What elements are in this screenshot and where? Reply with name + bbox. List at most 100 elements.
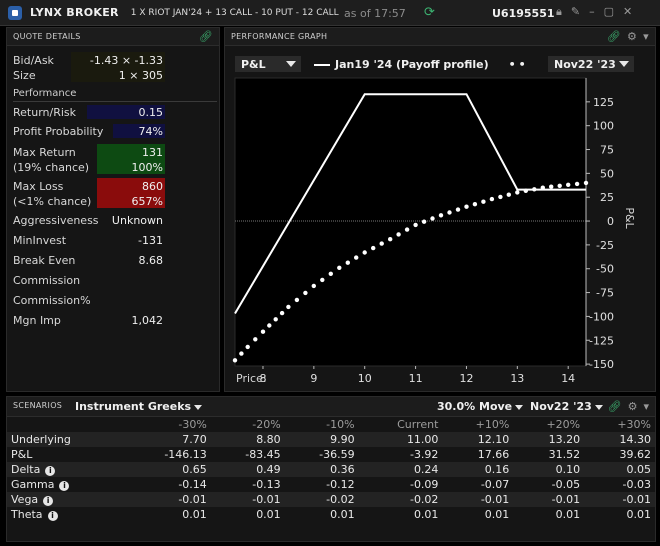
app-name: LYNX BROKER <box>30 6 119 19</box>
max-return-chance-row: (19% chance) 100% <box>13 161 163 174</box>
margin-impact-value: 1,042 <box>131 314 164 327</box>
performance-graph-panel: PERFORMANCE GRAPH 🔗︎ ⚙︎ ▾ <box>224 27 656 392</box>
performance-graph-header: PERFORMANCE GRAPH 🔗︎ ⚙︎ ▾ <box>225 28 655 46</box>
table-cell: -83.45 <box>210 447 285 462</box>
chevron-down-icon <box>515 404 524 410</box>
max-loss-row: Max Loss 860 <box>13 180 163 193</box>
min-invest-value: -131 <box>138 234 163 247</box>
row-label: P&L <box>7 447 125 462</box>
table-cell: 8.80 <box>210 432 285 447</box>
link-icon[interactable]: 🔗︎ <box>606 30 621 43</box>
table-cell: -36.59 <box>284 447 359 462</box>
settings-icon[interactable]: ⚙︎ <box>627 400 638 413</box>
panel-menu-icon[interactable]: ▾ <box>643 400 649 413</box>
table-cell: 12.10 <box>442 432 514 447</box>
account-id: U6195551 <box>492 7 555 20</box>
scenario-date-select[interactable]: Nov22 '23 <box>530 400 603 413</box>
table-cell: -0.05 <box>513 477 585 492</box>
settings-icon[interactable]: ⚙︎ <box>627 30 638 43</box>
size-label: Size <box>13 69 36 82</box>
minimize-icon[interactable]: – <box>589 5 595 18</box>
profit-probability-row: Profit Probability 74% <box>13 125 163 138</box>
profit-probability-value: 74% <box>138 125 163 138</box>
move-select-value: 30.0% Move <box>437 400 513 413</box>
info-icon[interactable]: i <box>47 511 58 521</box>
size-row: Size 1 × 305 <box>13 69 163 82</box>
table-cell: 0.01 <box>125 507 211 522</box>
pin-icon[interactable]: ✎ <box>570 5 581 18</box>
restore-icon[interactable]: ▢ <box>603 5 614 18</box>
table-cell: -0.02 <box>358 492 443 507</box>
table-cell: 0.01 <box>513 507 585 522</box>
table-cell: -0.01 <box>584 492 655 507</box>
table-cell: 11.00 <box>358 432 443 447</box>
table-cell: 0.16 <box>442 462 514 477</box>
table-cell: 0.05 <box>584 462 655 477</box>
refresh-icon[interactable]: ⟳ <box>424 5 435 20</box>
table-cell: 0.65 <box>125 462 211 477</box>
profit-probability-label: Profit Probability <box>13 125 104 138</box>
table-row: Theta i 0.01 0.01 0.01 0.01 0.01 0.01 0.0… <box>7 507 655 522</box>
legend-line-swatch <box>314 63 330 66</box>
column-header: Current <box>358 417 443 432</box>
table-cell: 0.36 <box>284 462 359 477</box>
scenarios-table: -30% -20% -10% Current +10% +20% +30% Un… <box>7 417 655 522</box>
greeks-select[interactable]: Instrument Greeks <box>75 400 203 413</box>
return-risk-value: 0.15 <box>138 106 164 119</box>
link-icon[interactable]: 🔗︎ <box>198 30 213 43</box>
info-icon[interactable]: i <box>45 466 56 476</box>
date-select[interactable]: Nov22 '23 <box>548 56 634 72</box>
max-return-value: 131 <box>142 146 163 159</box>
chevron-down-icon <box>619 61 629 67</box>
lock-icon[interactable]: 🔒︎ <box>556 5 562 18</box>
bid-ask-box <box>71 52 165 82</box>
quote-details-panel: QUOTE DETAILS 🔗︎ Bid/Ask -1.43 × -1.33 S… <box>6 27 220 392</box>
margin-impact-label: Mgn Imp <box>13 314 61 327</box>
table-cell: -146.13 <box>125 447 211 462</box>
max-loss-label: Max Loss <box>13 180 64 193</box>
table-cell: -0.01 <box>442 492 514 507</box>
metric-select-value: P&L <box>241 57 266 71</box>
row-label: Gamma i <box>7 477 125 492</box>
close-icon[interactable]: ✕ <box>622 5 633 18</box>
as-of-time: as of 17:57 <box>344 7 406 20</box>
column-header: +30% <box>584 417 655 432</box>
table-cell: 0.10 <box>513 462 585 477</box>
table-cell: -0.01 <box>210 492 285 507</box>
bid-ask-row: Bid/Ask -1.43 × -1.33 <box>13 54 163 67</box>
table-cell: -0.01 <box>125 492 211 507</box>
profit-probability-box <box>113 124 165 138</box>
table-cell: -0.02 <box>284 492 359 507</box>
commission-pct-row: Commission% <box>13 294 163 307</box>
title-bar: LYNX BROKER 1 X RIOT JAN'24 + 13 CALL - … <box>0 0 660 26</box>
column-header: +20% <box>513 417 585 432</box>
table-cell: -0.03 <box>584 477 655 492</box>
table-cell: 17.66 <box>442 447 514 462</box>
return-risk-row: Return/Risk 0.15 <box>13 106 163 119</box>
return-risk-box <box>87 105 165 119</box>
info-icon[interactable]: i <box>59 481 70 491</box>
link-icon[interactable]: 🔗︎ <box>607 400 622 413</box>
max-return-label: Max Return <box>13 146 76 159</box>
return-risk-label: Return/Risk <box>13 106 77 119</box>
info-icon[interactable]: i <box>43 496 54 506</box>
app-logo <box>8 5 22 20</box>
max-return-box <box>97 144 165 174</box>
bid-ask-value: -1.43 × -1.33 <box>89 54 163 67</box>
max-loss-value: 860 <box>142 180 163 193</box>
table-cell: 14.30 <box>584 432 655 447</box>
panel-menu-icon[interactable]: ▾ <box>643 30 649 43</box>
table-row: Vega i -0.01 -0.01 -0.02 -0.02 -0.01 -0.0… <box>7 492 655 507</box>
chevron-down-icon <box>286 61 296 67</box>
table-cell: -0.12 <box>284 477 359 492</box>
metric-select[interactable]: P&L <box>235 56 301 72</box>
table-cell: -0.14 <box>125 477 211 492</box>
size-value: 1 × 305 <box>118 69 163 82</box>
quote-details-title: QUOTE DETAILS <box>13 32 81 41</box>
table-cell: 31.52 <box>513 447 585 462</box>
chevron-down-icon <box>194 404 203 410</box>
table-cell: 0.24 <box>358 462 443 477</box>
bid-ask-label: Bid/Ask <box>13 54 54 67</box>
table-cell: -0.07 <box>442 477 514 492</box>
move-select[interactable]: 30.0% Move <box>437 400 524 413</box>
